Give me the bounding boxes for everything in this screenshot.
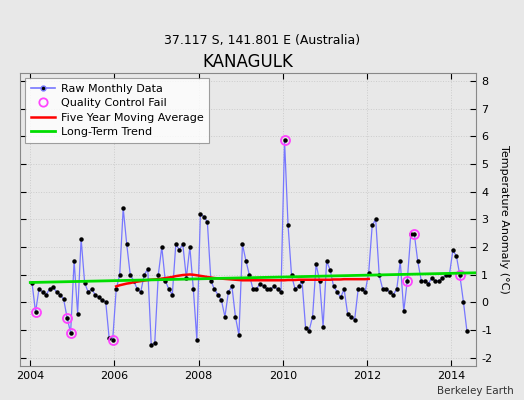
Text: Berkeley Earth: Berkeley Earth	[437, 386, 514, 396]
Text: 37.117 S, 141.801 E (Australia): 37.117 S, 141.801 E (Australia)	[164, 34, 360, 47]
Legend: Raw Monthly Data, Quality Control Fail, Five Year Moving Average, Long-Term Tren: Raw Monthly Data, Quality Control Fail, …	[25, 78, 209, 142]
Y-axis label: Temperature Anomaly (°C): Temperature Anomaly (°C)	[499, 145, 509, 294]
Title: KANAGULK: KANAGULK	[203, 53, 293, 71]
